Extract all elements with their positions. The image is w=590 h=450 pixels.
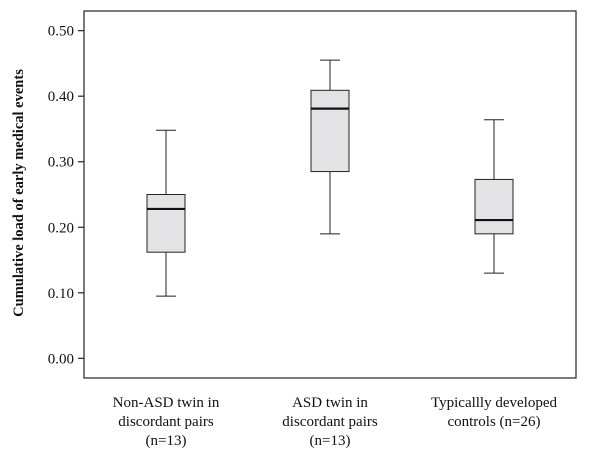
x-category-label-line: discordant pairs bbox=[282, 414, 378, 430]
x-category-label-line: discordant pairs bbox=[118, 414, 214, 430]
y-tick-label: 0.10 bbox=[48, 286, 74, 302]
box-group bbox=[310, 59, 350, 235]
y-axis-title: Cumulative load of early medical events bbox=[11, 69, 27, 317]
y-tick-label: 0.30 bbox=[48, 155, 74, 171]
x-category-label: Non-ASD twin in discordant pairs (n=13) bbox=[113, 395, 220, 449]
y-tick-label: 0.50 bbox=[48, 24, 74, 40]
x-category-label-line: Typicallly developed bbox=[431, 395, 557, 411]
interquartile-box bbox=[146, 194, 186, 253]
box-group bbox=[474, 119, 514, 274]
x-category-label-line: ASD twin in bbox=[292, 395, 368, 411]
x-category-label-line: Non-ASD twin in bbox=[113, 395, 220, 411]
chart-axes bbox=[83, 10, 577, 379]
x-category-label: ASD twin in discordant pairs (n=13) bbox=[282, 395, 378, 449]
box-group bbox=[146, 129, 186, 297]
interquartile-box bbox=[474, 178, 514, 235]
x-axis-categories: Non-ASD twin in discordant pairs (n=13)ASD… bbox=[113, 395, 558, 449]
x-category-label: Typicallly developed controls (n=26) bbox=[431, 395, 557, 430]
x-category-label-line: (n=13) bbox=[310, 433, 351, 449]
interquartile-box bbox=[310, 89, 350, 173]
x-category-label-line: (n=13) bbox=[146, 433, 187, 449]
box-series bbox=[146, 59, 514, 297]
y-tick-label: 0.20 bbox=[48, 220, 74, 236]
plot-frame bbox=[83, 10, 577, 379]
y-axis-ticks: 0.00 0.10 0.20 0.30 0.40 0.50 bbox=[48, 24, 84, 367]
y-tick-label: 0.40 bbox=[48, 89, 74, 105]
y-tick-label: 0.00 bbox=[48, 351, 74, 367]
x-category-label-line: controls (n=26) bbox=[447, 414, 540, 430]
